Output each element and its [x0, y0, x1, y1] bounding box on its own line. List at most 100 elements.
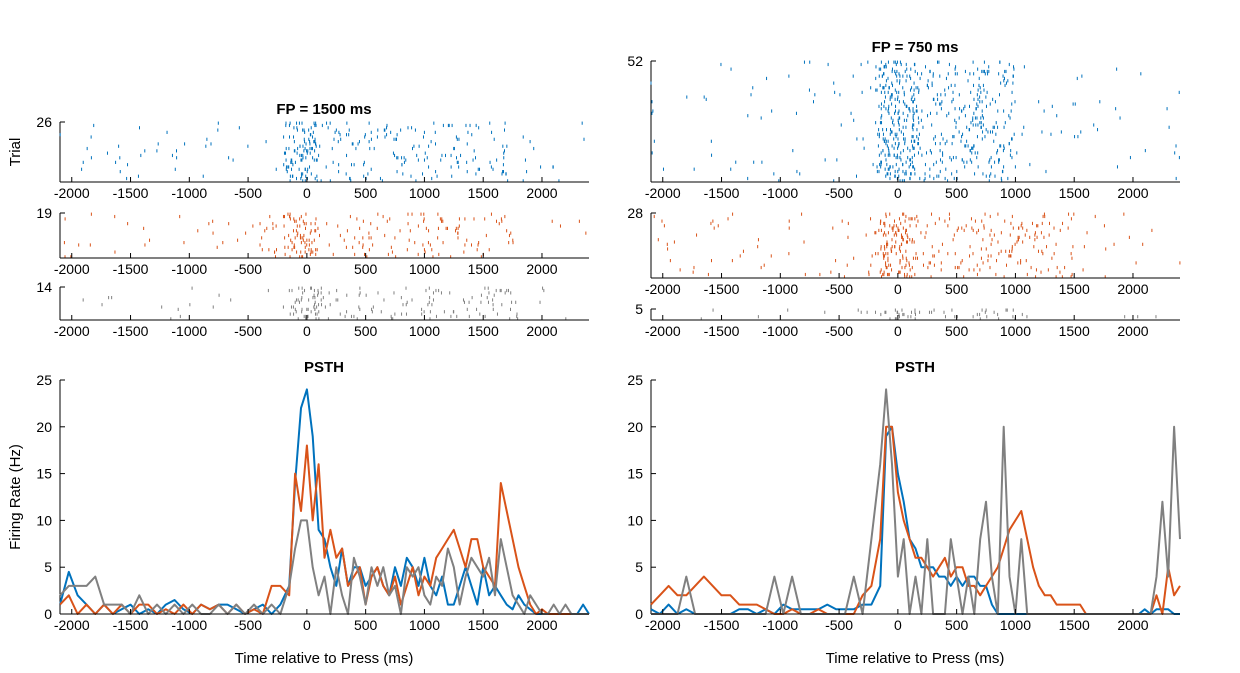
right-raster-blue-x-tick-label: -2000	[645, 185, 681, 201]
left-raster-orange-x-tick-label: 2000	[526, 261, 557, 277]
left-raster-orange-x-tick-label: -1000	[171, 261, 207, 277]
right-psth-x-tick-label: -1500	[704, 617, 740, 633]
left-raster-ylabel: Trial	[7, 138, 24, 167]
left-raster-blue-x-tick-label: -1000	[171, 185, 207, 201]
left-raster-orange: 19 -2000 -1500 -1000 -500 0 500 1000 1500 2000	[36, 205, 589, 277]
right-raster-gray-x-tick-label: -1000	[762, 323, 798, 339]
right-raster-orange-x-tick-label: 0	[894, 281, 902, 297]
left-psth-y-tick-label: 25	[36, 372, 52, 388]
right-raster-blue-x-tick-label: -1500	[704, 185, 740, 201]
left-raster-orange-x-tick-label: 1000	[409, 261, 440, 277]
left-raster-orange-y-tick-label: 19	[36, 205, 52, 221]
right-raster-blue: 52 -2000 -1500 -1000 -500 0 500 1000 1500 2000	[627, 53, 1180, 201]
right-psth-y-tick-label: 20	[627, 419, 643, 435]
right-raster-orange-x-tick-label: 1000	[1000, 281, 1031, 297]
right-raster-panel: FP = 750 ms 52 -2000 -1500 -1000 -500 0 500 100…	[627, 39, 1181, 339]
right-raster-orange-y-tick-label: 28	[627, 205, 643, 221]
left-psth-y-tick-label: 10	[36, 512, 52, 528]
left-raster-blue-x-tick-label: 1000	[409, 185, 440, 201]
left-raster-orange-x-tick-label: -500	[234, 261, 262, 277]
right-psth-panel: PSTH Time relative to Press (ms) 0 5 10 15 2…	[627, 359, 1181, 667]
left-raster-blue: 26 -2000 -1500 -1000 -500 0 500 1000 1500 2000	[36, 114, 589, 201]
left-raster-gray: 14 -2000 -1500 -1000 -500 0 500 1000 1500 2000	[36, 279, 589, 339]
left-raster-gray-x-tick-label: -500	[234, 323, 262, 339]
right-raster-orange-x-tick-label: 2000	[1117, 281, 1148, 297]
right-psth-xlabel: Time relative to Press (ms)	[826, 650, 1005, 667]
left-raster-blue-x-tick-label: -2000	[54, 185, 90, 201]
right-raster-blue-x-tick-label: 1000	[1000, 185, 1031, 201]
right-psth-y-tick-label: 5	[635, 559, 643, 575]
left-raster-gray-x-tick-label: -2000	[54, 323, 90, 339]
left-psth-x-tick-label: -500	[234, 617, 262, 633]
left-psth-y-tick-label: 15	[36, 466, 52, 482]
right-raster-orange: 28 -2000 -1500 -1000 -500 0 500 1000 1500 2000	[627, 205, 1181, 297]
right-raster-blue-x-tick-label: -1000	[762, 185, 798, 201]
left-psth-series-orange	[59, 444, 589, 615]
right-psth-x-tick-label: -1000	[762, 617, 798, 633]
left-psth-x-tick-label: 500	[354, 617, 378, 633]
left-raster-orange-x-tick-label: -2000	[54, 261, 90, 277]
left-raster-panel: FP = 1500 ms Trial 26 -2000 -1500 -1000 -500…	[7, 101, 589, 339]
right-raster-title: FP = 750 ms	[872, 39, 959, 56]
right-raster-orange-x-tick-label: -1500	[704, 281, 740, 297]
left-psth-x-tick-label: 2000	[526, 617, 557, 633]
right-psth-y-tick-label: 10	[627, 512, 643, 528]
left-raster-gray-x-tick-label: -1000	[171, 323, 207, 339]
left-psth-ylabel: Firing Rate (Hz)	[7, 444, 24, 550]
right-raster-gray-x-tick-label: -500	[825, 323, 853, 339]
left-raster-blue-x-tick-label: 1500	[468, 185, 499, 201]
right-psth-x-tick-label: -500	[825, 617, 853, 633]
left-psth-series-blue	[59, 388, 590, 615]
left-psth-x-tick-label: 1500	[468, 617, 499, 633]
left-raster-gray-x-tick-label: 1500	[468, 323, 499, 339]
right-raster-gray: 5-2000 -1500 -1000 -500 0 500 1000 1500 2000	[635, 301, 1180, 339]
right-psth-x-tick-label: -2000	[645, 617, 681, 633]
right-raster-orange-x-tick-label: -1000	[762, 281, 798, 297]
right-psth-y-tick-label: 0	[635, 606, 643, 622]
right-raster-blue-x-tick-label: 1500	[1059, 185, 1090, 201]
right-raster-gray-x-tick-label: 2000	[1117, 323, 1148, 339]
left-raster-blue-x-tick-label: 0	[303, 185, 311, 201]
left-psth-x-tick-label: -2000	[54, 617, 90, 633]
left-psth-title: PSTH	[304, 359, 344, 376]
left-raster-orange-x-tick-label: 0	[303, 261, 311, 277]
left-raster-blue-x-tick-label: -1500	[113, 185, 149, 201]
right-psth-series-orange	[650, 425, 1181, 615]
left-raster-blue-x-tick-label: 500	[354, 185, 378, 201]
right-psth-y-tick-label: 25	[627, 372, 643, 388]
left-psth-x-tick-label: 0	[303, 617, 311, 633]
right-raster-blue-y-tick-label: 52	[627, 53, 643, 69]
right-psth-x-tick-label: 2000	[1117, 617, 1148, 633]
right-raster-blue-x-tick-label: 500	[945, 185, 969, 201]
right-raster-gray-x-tick-label: 1500	[1059, 323, 1090, 339]
left-psth-y-tick-label: 0	[44, 606, 52, 622]
right-psth-y-tick-label: 15	[627, 466, 643, 482]
left-psth-series-gray	[59, 519, 589, 615]
right-raster-blue-x-tick-label: 2000	[1117, 185, 1148, 201]
left-psth-y-tick-label: 20	[36, 419, 52, 435]
left-psth-x-tick-label: -1500	[113, 617, 149, 633]
right-raster-orange-x-tick-label: 500	[945, 281, 969, 297]
left-psth-plot: 0 5 10 15 20 25 -2000 -1500 -1000 -500 0 500 1000 150…	[36, 372, 590, 633]
right-raster-gray-y-tick-label: 5	[635, 301, 643, 317]
left-raster-gray-x-tick-label: 2000	[526, 323, 557, 339]
left-psth-xlabel: Time relative to Press (ms)	[235, 650, 414, 667]
right-raster-gray-x-tick-label: -2000	[645, 323, 681, 339]
right-psth-series-blue	[650, 425, 1180, 615]
left-psth-x-tick-label: 1000	[409, 617, 440, 633]
left-psth-y-tick-label: 5	[44, 559, 52, 575]
right-psth-plot: 0 5 10 15 20 25 -2000 -1500 -1000 -500 0 500 1000 150…	[627, 372, 1181, 633]
left-psth-x-tick-label: -1000	[171, 617, 207, 633]
right-raster-gray-x-tick-label: 500	[945, 323, 969, 339]
right-psth-title: PSTH	[895, 359, 935, 376]
left-raster-orange-x-tick-label: -1500	[113, 261, 149, 277]
left-raster-blue-x-tick-label: -500	[234, 185, 262, 201]
left-raster-blue-x-tick-label: 2000	[526, 185, 557, 201]
right-raster-orange-x-tick-label: -2000	[645, 281, 681, 297]
right-psth-x-tick-label: 500	[945, 617, 969, 633]
right-raster-orange-x-tick-label: 1500	[1059, 281, 1090, 297]
right-psth-x-tick-label: 1000	[1000, 617, 1031, 633]
left-raster-gray-x-tick-label: 500	[354, 323, 378, 339]
left-raster-gray-y-tick-label: 14	[36, 279, 52, 295]
